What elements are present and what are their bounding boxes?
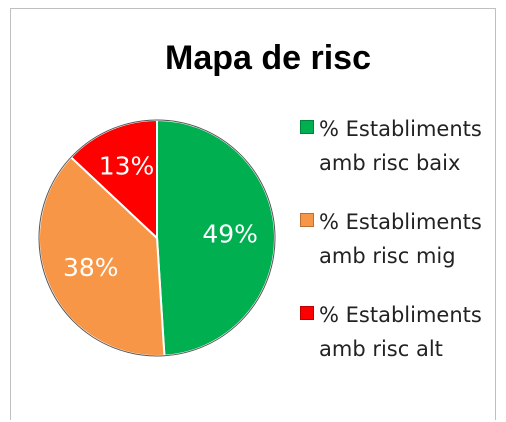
- legend-item: % Establiments amb risc baix: [300, 112, 500, 180]
- chart-frame: [10, 8, 496, 420]
- legend-swatch: [300, 306, 314, 320]
- legend-swatch: [300, 213, 314, 227]
- legend-label: % Establiments amb risc mig: [319, 210, 482, 268]
- pie-label: 49%: [202, 220, 258, 249]
- chart-title: Mapa de risc: [165, 39, 371, 77]
- legend-swatch: [300, 120, 314, 134]
- legend-item: % Establiments amb risc alt: [300, 298, 500, 366]
- legend-label: % Establiments amb risc alt: [319, 303, 482, 361]
- legend-label: % Establiments amb risc baix: [319, 117, 482, 175]
- pie-label: 13%: [99, 152, 155, 181]
- pie-outline: [38, 119, 276, 357]
- legend-item: % Establiments amb risc mig: [300, 205, 500, 273]
- pie-label: 38%: [63, 253, 119, 282]
